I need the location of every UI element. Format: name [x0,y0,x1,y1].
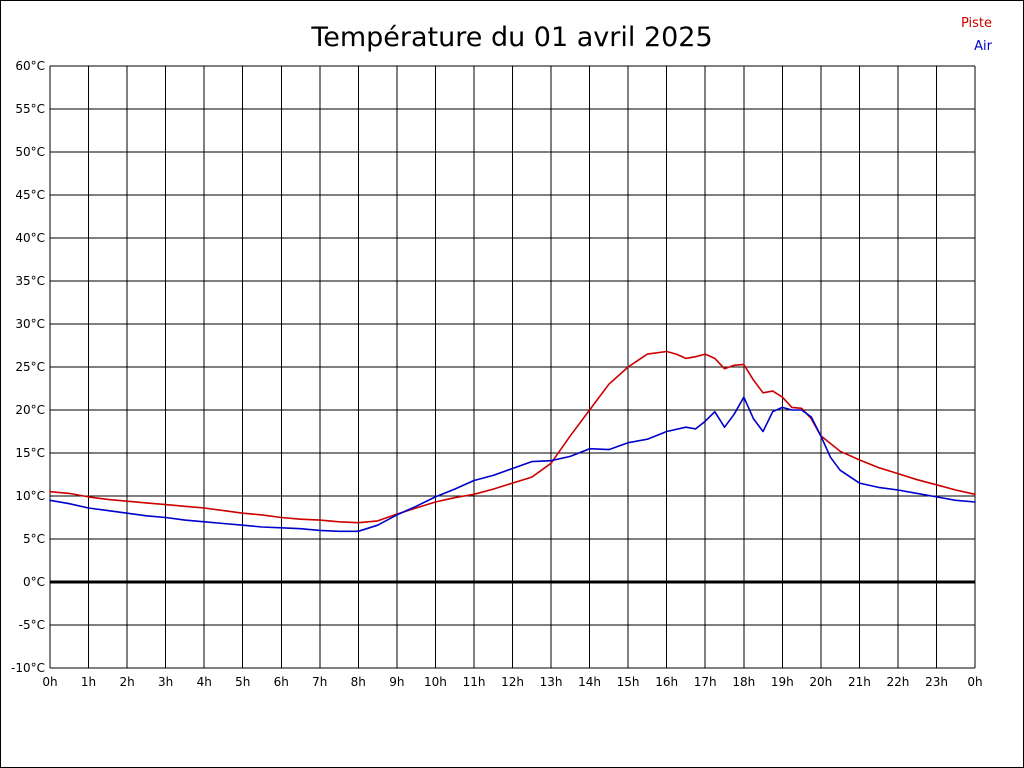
chart-title: Température du 01 avril 2025 [311,22,713,53]
svg-text:11h: 11h [463,675,486,689]
svg-text:20°C: 20°C [15,403,45,417]
svg-text:55°C: 55°C [15,102,45,116]
svg-text:6h: 6h [274,675,289,689]
svg-text:5h: 5h [235,675,250,689]
svg-text:0h: 0h [42,675,57,689]
svg-text:10h: 10h [424,675,447,689]
legend-item-piste: Piste [960,16,992,31]
svg-text:35°C: 35°C [15,274,45,288]
svg-text:3h: 3h [158,675,173,689]
svg-text:50°C: 50°C [15,145,45,159]
svg-text:17h: 17h [694,675,717,689]
svg-text:60°C: 60°C [15,59,45,73]
svg-text:25°C: 25°C [15,360,45,374]
svg-text:20h: 20h [809,675,832,689]
svg-text:18h: 18h [732,675,755,689]
svg-text:-10°C: -10°C [11,661,45,675]
svg-text:10°C: 10°C [15,489,45,503]
svg-text:2h: 2h [119,675,134,689]
svg-text:16h: 16h [655,675,678,689]
svg-text:19h: 19h [771,675,794,689]
svg-text:4h: 4h [197,675,212,689]
svg-text:1h: 1h [81,675,96,689]
svg-text:12h: 12h [501,675,524,689]
svg-text:13h: 13h [540,675,563,689]
svg-text:5°C: 5°C [23,532,45,546]
svg-text:0°C: 0°C [23,575,45,589]
svg-text:7h: 7h [312,675,327,689]
svg-text:40°C: 40°C [15,231,45,245]
svg-text:15h: 15h [617,675,640,689]
svg-text:21h: 21h [848,675,871,689]
chart-legend: Piste Air [961,12,992,58]
svg-text:8h: 8h [351,675,366,689]
svg-text:9h: 9h [389,675,404,689]
svg-text:45°C: 45°C [15,188,45,202]
svg-text:14h: 14h [578,675,601,689]
svg-text:23h: 23h [925,675,948,689]
svg-text:22h: 22h [886,675,909,689]
svg-text:30°C: 30°C [15,317,45,331]
legend-item-air: Air [974,39,992,54]
svg-text:-5°C: -5°C [19,618,45,632]
svg-text:15°C: 15°C [15,446,45,460]
svg-text:0h: 0h [967,675,982,689]
